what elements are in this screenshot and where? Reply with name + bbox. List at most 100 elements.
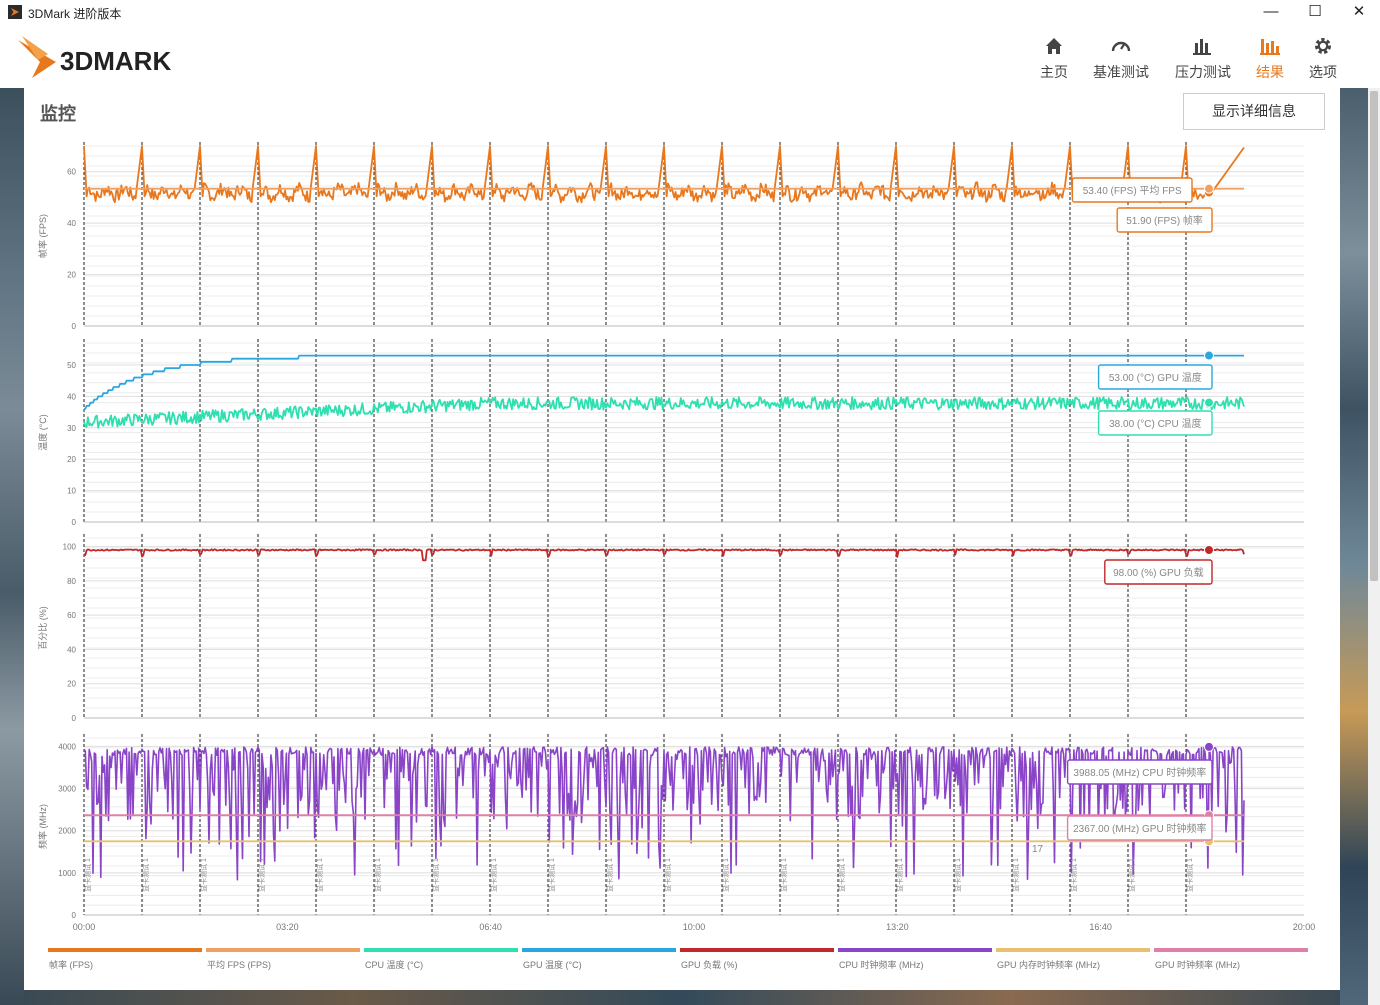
nav-stress-tests[interactable]: 压力测试: [1172, 34, 1234, 82]
loop-label: 显卡测试 1: [953, 858, 962, 892]
loop-label: 显卡测试 1: [1069, 858, 1078, 892]
series-line: [83, 548, 1245, 562]
callout-label: 38.00 (°C) CPU 温度: [1109, 417, 1201, 430]
loop-label: 显卡测试 1: [605, 858, 614, 892]
partial-callout-label: 17: [1032, 844, 1044, 855]
scrollbar[interactable]: [1368, 88, 1380, 1005]
loop-label: 显卡测试 1: [895, 858, 904, 892]
y-axis-label: 帧率 (FPS): [37, 214, 48, 258]
callout-box: [1066, 815, 1213, 841]
nav-home[interactable]: 主页: [1036, 34, 1072, 82]
y-tick-label: 2000: [58, 827, 76, 836]
y-tick-label: 1000: [58, 869, 76, 878]
series-line: [83, 145, 1245, 204]
nav-home-label: 主页: [1040, 64, 1068, 80]
loop-label: 显卡测试 1: [1011, 858, 1020, 892]
y-axis-label: 百分比 (%): [37, 606, 48, 650]
legend-label: GPU 温度 (°C): [523, 959, 582, 970]
scrollbar-thumb[interactable]: [1370, 91, 1378, 581]
legend-label: 帧率 (FPS): [49, 959, 93, 970]
x-tick-label: 16:40: [1089, 922, 1112, 932]
loop-label: 显卡测试 1: [83, 858, 92, 892]
legend-swatch: [522, 948, 676, 952]
gear-icon: [1315, 38, 1331, 54]
callout-box: [1116, 207, 1213, 233]
series-end-marker: [1204, 350, 1214, 361]
y-tick-label: 60: [67, 611, 76, 620]
nav-benchmarks[interactable]: 基准测试: [1090, 34, 1152, 82]
y-tick-label: 3000: [58, 785, 76, 794]
app-header: 3DMARK 主页 基准测试 压力测试 结果 选项: [0, 26, 1380, 88]
legend-label: 平均 FPS (FPS): [207, 959, 271, 970]
x-tick-label: 20:00: [1293, 922, 1316, 932]
callout-box: [1097, 364, 1213, 390]
y-tick-label: 40: [67, 219, 76, 228]
y-tick-label: 0: [72, 714, 77, 723]
legend-label: GPU 时钟频率 (MHz): [1155, 959, 1240, 970]
close-icon[interactable]: ✕: [1352, 3, 1366, 20]
loop-label: 显卡测试 1: [489, 858, 498, 892]
legend-swatch: [680, 948, 834, 952]
y-tick-label: 0: [72, 911, 77, 920]
callout-label: 2367.00 (MHz) GPU 时钟频率: [1073, 822, 1206, 835]
callout-label: 98.00 (%) GPU 负载: [1113, 566, 1204, 579]
callout-label: 3988.05 (MHz) CPU 时钟频率: [1073, 766, 1206, 779]
x-tick-label: 10:00: [683, 922, 706, 932]
loop-label: 显卡测试 1: [663, 858, 672, 892]
legend-label: CPU 时钟频率 (MHz): [839, 959, 924, 970]
legend-label: GPU 负载 (%): [681, 959, 738, 970]
loop-label: 显卡测试 1: [373, 858, 382, 892]
series-end-marker: [1204, 741, 1214, 752]
background-art-bottom: [24, 990, 1340, 1005]
bar-chart-icon: [1193, 39, 1211, 55]
nav-benchmarks-label: 基准测试: [1093, 64, 1149, 80]
loop-label: 显卡测试 1: [315, 858, 324, 892]
y-tick-label: 50: [67, 361, 76, 370]
results-icon: [1260, 39, 1280, 55]
loop-label: 显卡测试 1: [779, 858, 788, 892]
y-tick-label: 40: [67, 645, 76, 654]
nav-results-label: 结果: [1256, 64, 1284, 80]
show-details-button[interactable]: 显示详细信息: [1183, 93, 1325, 130]
panel-title: 监控: [40, 104, 76, 124]
loop-label: 显卡测试 1: [257, 858, 266, 892]
loop-label: 显卡测试 1: [837, 858, 846, 892]
legend-swatch: [364, 948, 518, 952]
x-tick-label: 03:20: [276, 922, 299, 932]
series-end-marker: [1204, 183, 1214, 194]
loop-label: 显卡测试 1: [721, 858, 730, 892]
legend-swatch: [996, 948, 1150, 952]
callout-box: [1071, 177, 1193, 203]
title-bar: 3DMark 进阶版本 — ☐ ✕: [0, 0, 1380, 26]
loop-label: 显卡测试 1: [431, 858, 440, 892]
nav-options[interactable]: 选项: [1305, 34, 1341, 82]
logo-text: 3DMARK: [60, 46, 171, 76]
maximize-icon[interactable]: ☐: [1308, 3, 1322, 20]
loop-label: 显卡测试 1: [1185, 858, 1194, 892]
y-tick-label: 20: [67, 271, 76, 280]
callout-label: 53.40 (FPS) 平均 FPS: [1083, 185, 1182, 197]
series-line: [83, 396, 1245, 429]
x-tick-label: 13:20: [886, 922, 909, 932]
loop-label: 显卡测试 1: [547, 858, 556, 892]
background-art-right: [1340, 88, 1368, 1005]
y-tick-label: 0: [72, 518, 77, 527]
loop-label: 显卡测试 1: [141, 858, 150, 892]
nav-results[interactable]: 结果: [1252, 34, 1288, 82]
home-icon: [1046, 38, 1062, 54]
series-line: [83, 746, 1245, 881]
loop-label: 显卡测试 1: [199, 858, 208, 892]
nav-options-label: 选项: [1309, 64, 1337, 80]
callout-box: [1104, 559, 1213, 585]
legend-label: CPU 温度 (°C): [365, 959, 423, 970]
legend-swatch: [838, 948, 992, 952]
window-title: 3DMark 进阶版本: [28, 7, 122, 21]
x-tick-label: 00:00: [73, 922, 96, 932]
background-art-left: [0, 88, 24, 1005]
monitoring-panel: 监控 显示详细信息 00:00 03:20 06:40 10:00 13:20 16:40…: [24, 88, 1340, 990]
minimize-icon[interactable]: —: [1263, 3, 1279, 20]
callout-box: [1066, 759, 1213, 785]
callout-label: 53.00 (°C) GPU 温度: [1109, 371, 1202, 384]
legend-swatch: [48, 948, 202, 952]
3dmark-logo: 3DMARK: [18, 32, 218, 82]
